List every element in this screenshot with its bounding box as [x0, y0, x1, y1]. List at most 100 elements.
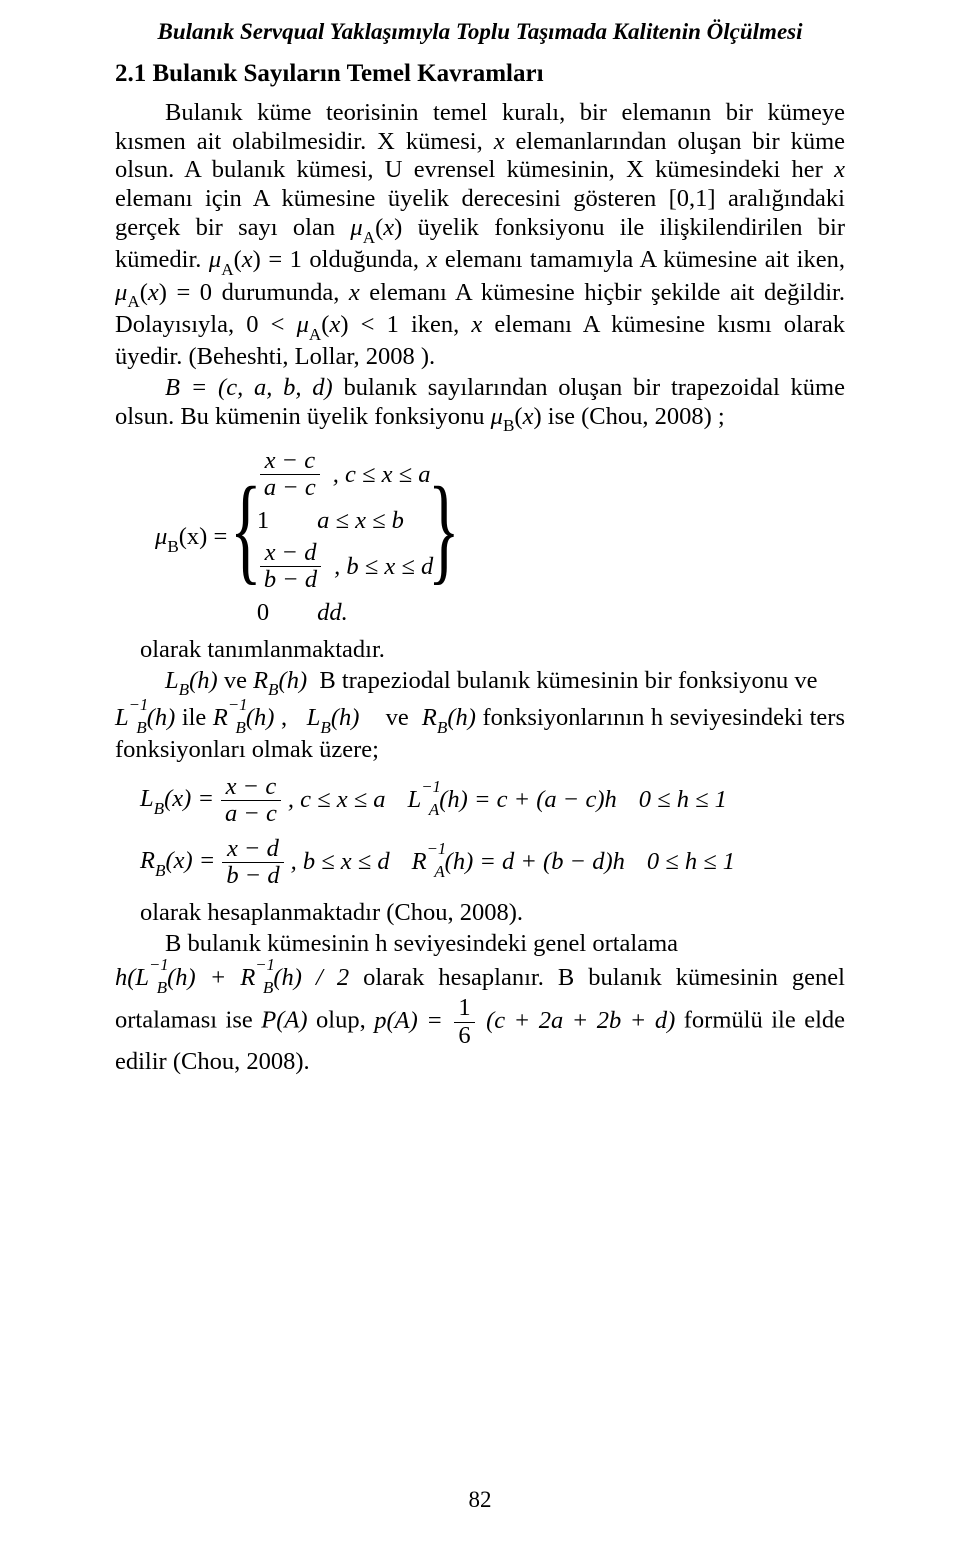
- x: x: [148, 279, 159, 306]
- page: Bulanık Servqual Yaklaşımıyla Toplu Taşı…: [0, 0, 960, 1543]
- mu-glyph: μ: [155, 523, 167, 550]
- hrange: 0 ≤ h ≤ 1: [647, 848, 735, 877]
- mu-glyph: μ: [115, 279, 127, 306]
- den: a − c: [221, 800, 281, 827]
- sub-a: A: [429, 800, 439, 819]
- num: x − c: [261, 449, 320, 475]
- paragraph-5: B bulanık kümesinin h seviyesindeki gene…: [115, 930, 845, 959]
- sub-b: B: [263, 978, 273, 997]
- sub-b: B: [157, 978, 167, 997]
- mu-b-x-eq: μB(x) =: [155, 524, 227, 554]
- frac: 16: [454, 996, 474, 1048]
- page-number: 82: [0, 1486, 960, 1513]
- num: x − d: [223, 837, 283, 863]
- math-LBinv: L−1B(h): [115, 704, 175, 731]
- den: b − d: [260, 566, 321, 593]
- math-muAx1: μA(x) = 1: [209, 246, 302, 273]
- sub-b: B: [437, 718, 447, 737]
- section-heading: 2.1 Bulanık Sayıların Temel Kavramları: [115, 59, 845, 89]
- sub-b: B: [167, 537, 178, 556]
- math-RBinv: R−1B(h): [213, 704, 275, 731]
- sub-a: A: [309, 325, 321, 344]
- expr: (h) = c + (a − c)h: [439, 786, 616, 813]
- math-hLR: h(L−1B(h) + R−1B(h) / 2: [115, 964, 349, 991]
- L: L: [165, 667, 179, 694]
- cond: , c ≤ x ≤ a: [333, 462, 431, 488]
- L: L: [307, 704, 321, 731]
- running-header: Bulanık Servqual Yaklaşımıyla Toplu Taşı…: [115, 18, 845, 45]
- frac: x − ca − c: [221, 775, 281, 827]
- sub-b: B: [268, 680, 278, 699]
- math-PA: P(A): [261, 1007, 307, 1034]
- sub-b: B: [179, 680, 189, 699]
- mu-glyph: μ: [297, 311, 309, 338]
- paragraph-1: Bulanık küme teorisinin temel kuralı, bi…: [115, 99, 845, 372]
- rhs: L−1A(h) = c + (a − c)h: [408, 783, 617, 818]
- text: ise (Chou, 2008) ;: [542, 403, 725, 430]
- num: x − d: [261, 541, 321, 567]
- cases-body: x − ca − c , c ≤ x ≤ a 1 a ≤ x ≤ b x − d…: [257, 449, 433, 630]
- paragraph-4: olarak hesaplanmaktadır (Chou, 2008).: [140, 899, 845, 928]
- cond: dd.: [317, 600, 348, 626]
- eq1: = 1: [268, 246, 302, 273]
- eq: (x) =: [165, 847, 215, 874]
- R: R: [213, 704, 228, 731]
- frac: x − ca − c: [260, 449, 320, 501]
- sub-b: B: [320, 718, 330, 737]
- lhs: p(A) =: [374, 1007, 443, 1034]
- text: elemanı tamamıyla A kümesine ait iken,: [437, 246, 845, 273]
- text-ile: ile: [175, 704, 213, 731]
- case-3: x − db − d , b ≤ x ≤ d: [257, 541, 433, 593]
- h-arg: (h): [167, 964, 196, 991]
- frac: x − db − d: [260, 541, 321, 593]
- hL: h(L: [115, 964, 149, 991]
- math-interval: [0,1]: [669, 185, 716, 212]
- paragraph-3b: L−1B(h) ile R−1B(h) , LB(h) ve RB(h) fon…: [115, 701, 845, 765]
- right-brace: }: [428, 475, 460, 583]
- x: x: [242, 246, 253, 273]
- case-1: x − ca − c , c ≤ x ≤ a: [257, 449, 433, 501]
- math-x: x: [349, 279, 360, 306]
- L: L: [140, 785, 154, 812]
- math-x: x: [426, 246, 437, 273]
- sub-b: B: [503, 416, 514, 435]
- cond: , b ≤ x ≤ d: [291, 848, 390, 877]
- sub-a: A: [221, 260, 233, 279]
- x: x: [523, 403, 534, 430]
- math-muAx0: μA(x) = 0: [115, 279, 212, 306]
- R: R: [412, 848, 427, 875]
- cond: , b ≤ x ≤ d: [334, 554, 433, 580]
- after-cases-line: olarak tanımlanmaktadır.: [140, 636, 845, 665]
- L: L: [408, 786, 422, 813]
- sub-a: A: [434, 862, 444, 881]
- text: iken,: [399, 311, 472, 338]
- L: L: [115, 704, 129, 731]
- mu-glyph: μ: [209, 246, 221, 273]
- sub-b: B: [155, 861, 165, 880]
- zero: 0: [257, 600, 269, 626]
- math-bdef: B = (c, a, b, d): [165, 374, 333, 401]
- h-arg: (h): [189, 667, 218, 694]
- math-x: x: [471, 311, 482, 338]
- expr: (h) = d + (b − d)h: [445, 848, 625, 875]
- h-arg: (h): [279, 667, 308, 694]
- h-arg: (h): [246, 704, 275, 731]
- rhs: (c + 2a + 2b + d): [486, 1007, 675, 1034]
- text-ve: ve: [218, 667, 253, 694]
- sub-a: A: [127, 292, 139, 311]
- cond: a ≤ x ≤ b: [317, 508, 404, 534]
- den: 6: [454, 1022, 474, 1049]
- R: R: [140, 847, 155, 874]
- eq0: = 0: [176, 279, 212, 306]
- den: a − c: [260, 474, 320, 501]
- mu-glyph: μ: [491, 403, 503, 430]
- h-arg: (h): [447, 704, 476, 731]
- sub-b: B: [235, 718, 245, 737]
- sup-inv: −1: [149, 955, 169, 974]
- lt1: < 1: [361, 311, 399, 338]
- R: R: [422, 704, 437, 731]
- text: olup,: [308, 1007, 375, 1034]
- piecewise-definition: μB(x) = { x − ca − c , c ≤ x ≤ a 1 a ≤ x…: [155, 449, 845, 630]
- x: x: [383, 214, 394, 241]
- arg: (x) =: [179, 523, 228, 550]
